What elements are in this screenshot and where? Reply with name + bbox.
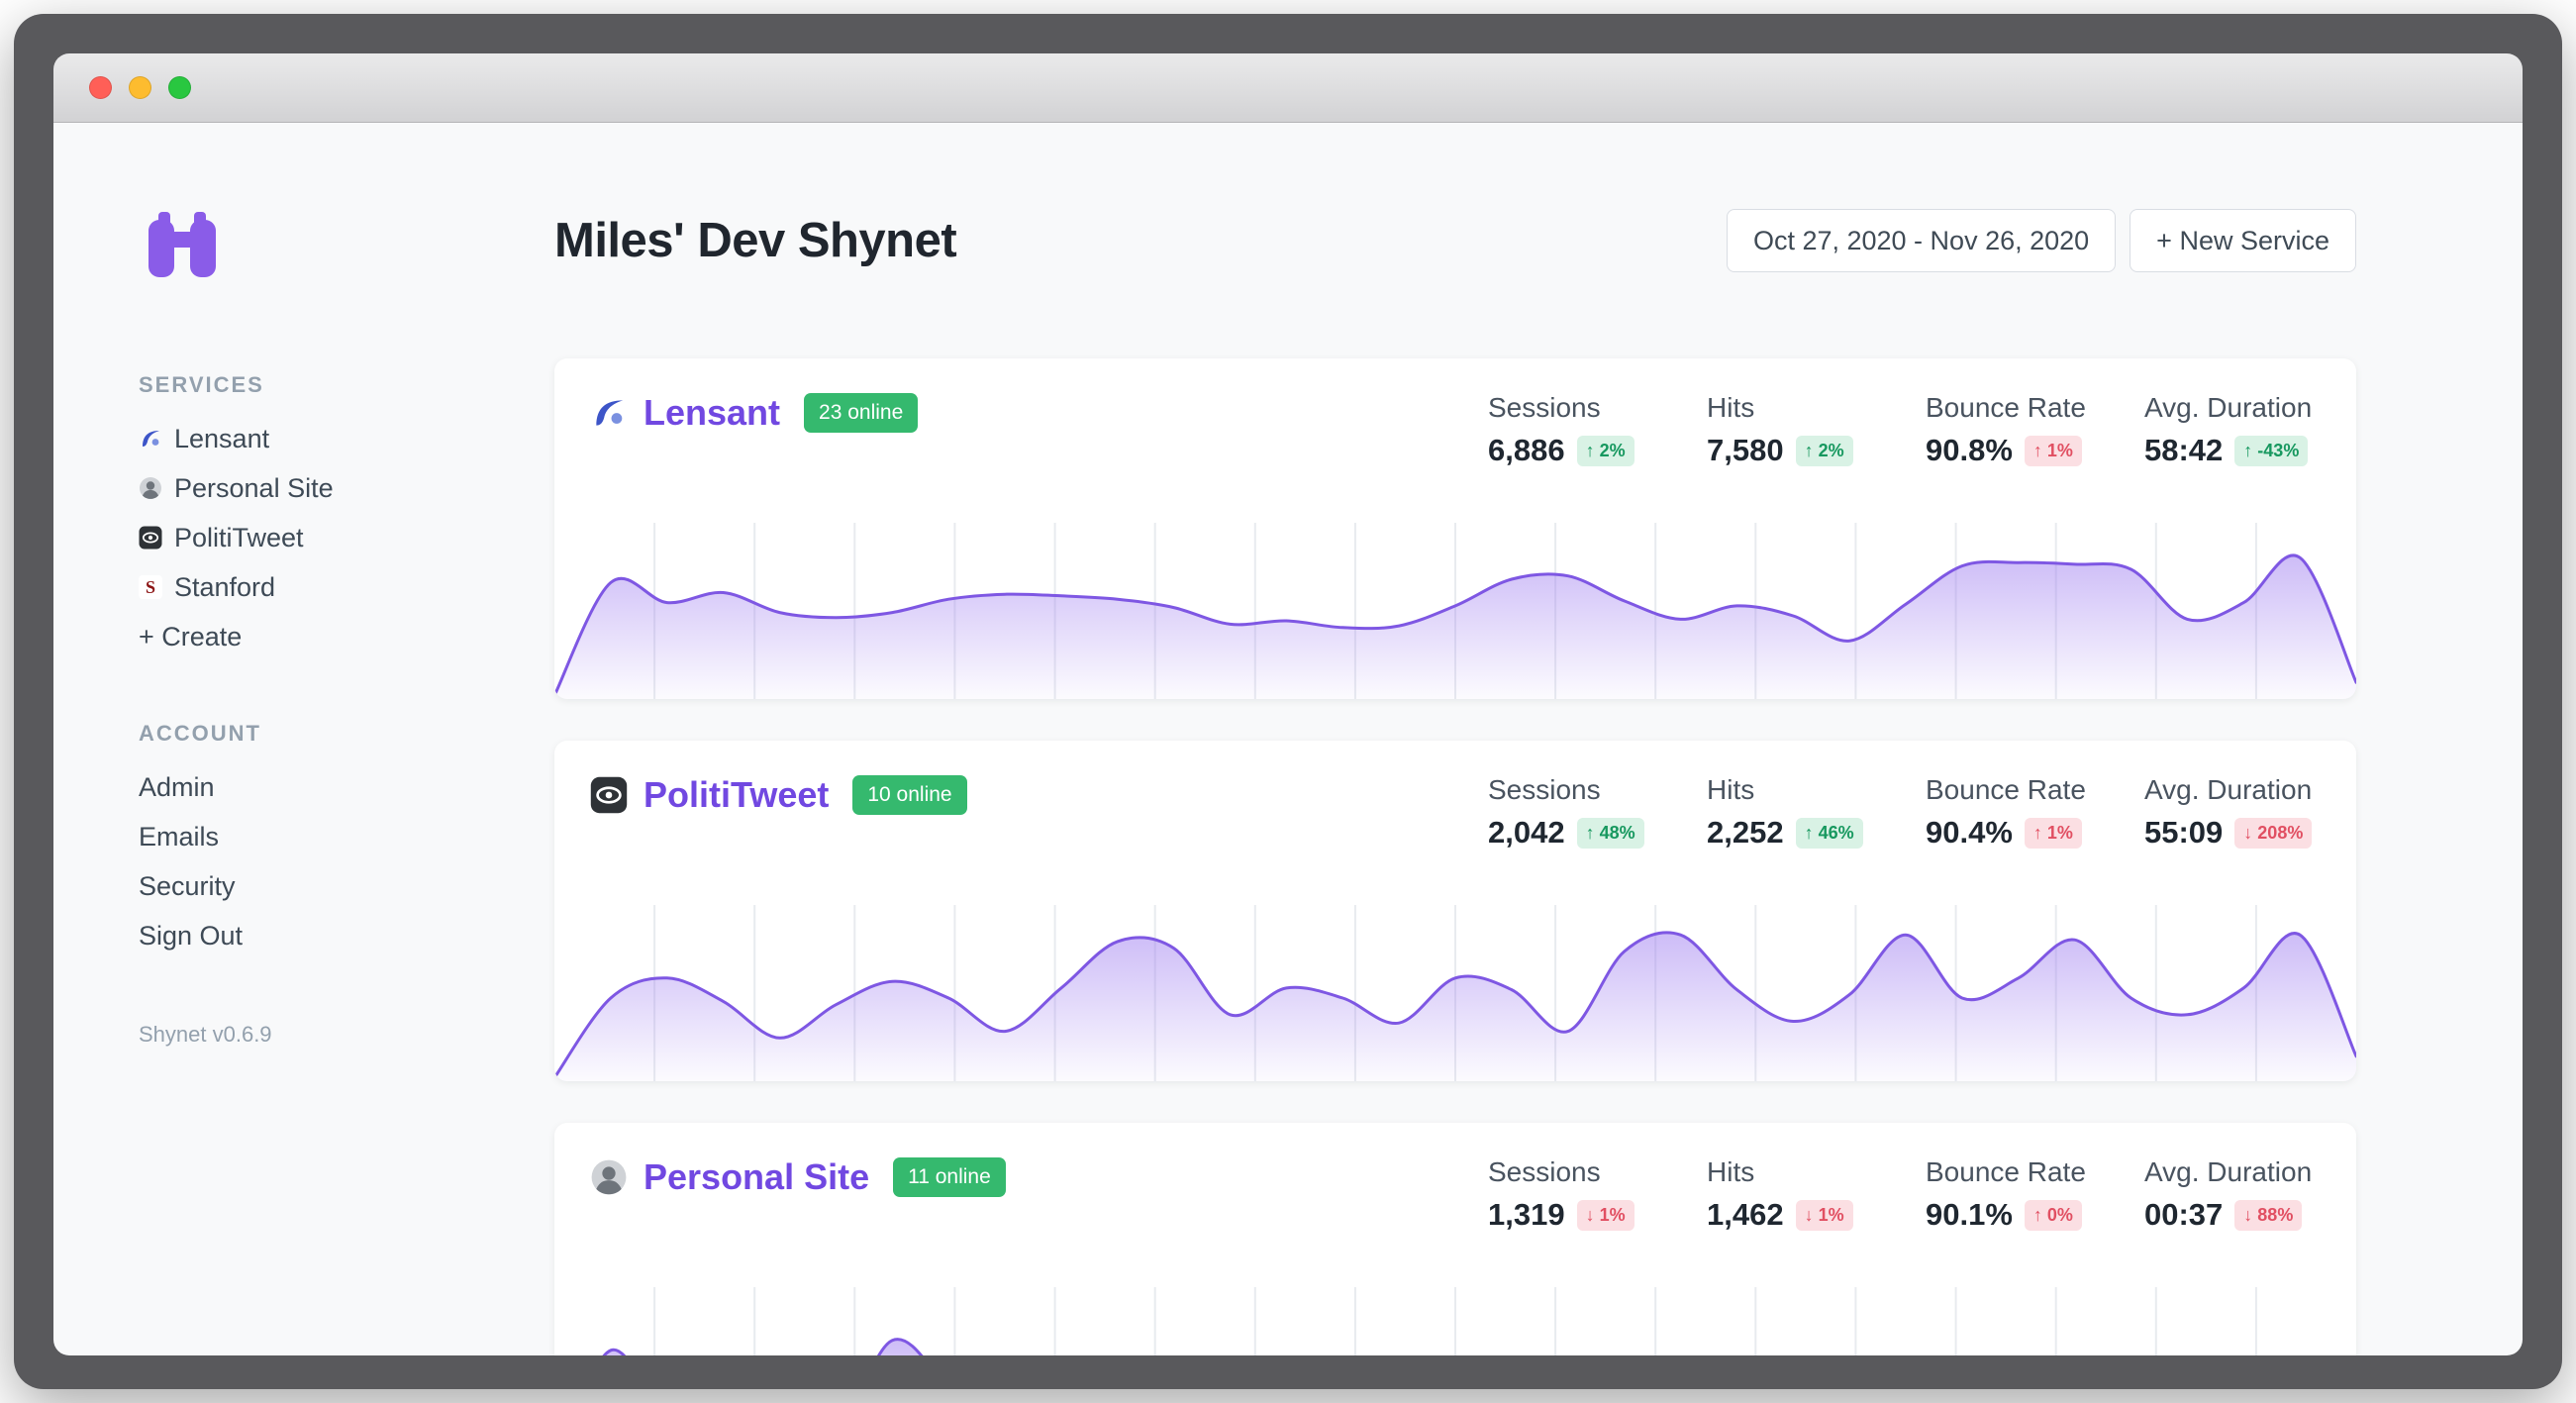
sidebar: SERVICES Lensant [139, 210, 446, 1048]
stat-value: 90.4% [1926, 815, 2013, 850]
lensant-icon [139, 427, 162, 451]
titlebar [53, 53, 2523, 123]
avatar-icon [590, 1158, 628, 1196]
stat-delta-pill: ↑ 0% [2024, 1199, 2082, 1231]
service-name-link[interactable]: Personal Site [644, 1156, 870, 1197]
svg-text:S: S [146, 577, 155, 597]
sidebar-item-lensant[interactable]: Lensant [139, 414, 446, 463]
stat-value: 2,252 [1707, 815, 1784, 850]
personal-site-traffic-chart [554, 1287, 2356, 1355]
app-version: Shynet v0.6.9 [139, 1022, 272, 1047]
stat-value: 1,462 [1707, 1197, 1784, 1232]
stanford-s-icon: S [139, 575, 162, 599]
minimize-button[interactable] [129, 76, 151, 99]
sidebar-item-label: Lensant [174, 423, 270, 453]
lensant-traffic-chart [554, 523, 2356, 699]
app-content: SERVICES Lensant [53, 123, 2523, 1355]
stat-value: 1,319 [1488, 1197, 1565, 1232]
eye-icon [590, 776, 628, 814]
main-area: Miles' Dev Shynet Oct 27, 2020 - Nov 26,… [554, 123, 2356, 1355]
sidebar-item-admin[interactable]: Admin [139, 771, 215, 802]
stat-delta-pill: ↓ 88% [2234, 1199, 2303, 1231]
stat-value: 2,042 [1488, 815, 1565, 850]
close-button[interactable] [89, 76, 112, 99]
avatar-icon [139, 476, 162, 500]
stat-delta-pill: ↑ 1% [2024, 435, 2082, 466]
stat-sessions: Sessions 2,042 ↑ 48% [1488, 774, 1707, 851]
binoculars-logo-icon [149, 212, 216, 277]
lensant-icon [590, 394, 628, 432]
stat-delta-pill: ↑ -43% [2234, 435, 2309, 466]
sidebar-item-sign-out[interactable]: Sign Out [139, 920, 244, 951]
stat-delta-pill: ↑ 1% [2024, 817, 2082, 849]
stat-value: 00:37 [2144, 1197, 2224, 1232]
stat-value: 6,886 [1488, 433, 1565, 467]
stat-bounce-rate: Bounce Rate 90.4% ↑ 1% [1926, 774, 2086, 850]
stat-value: 90.8% [1926, 433, 2013, 467]
stat-bounce-rate: Bounce Rate 90.1% ↑ 0% [1926, 1156, 2086, 1232]
sidebar-section-services: SERVICES Lensant [139, 372, 446, 661]
page-header: Miles' Dev Shynet Oct 27, 2020 - Nov 26,… [554, 208, 2356, 273]
traffic-lights [89, 53, 191, 122]
new-service-button[interactable]: + New Service [2130, 209, 2356, 272]
stat-value: 55:09 [2144, 815, 2224, 850]
stat-hits: Hits 1,462 ↓ 1% [1707, 1156, 1926, 1233]
sidebar-item-create[interactable]: + Create [139, 612, 446, 661]
stat-avg-duration: Avg. Duration 00:37 ↓ 88% [2144, 1156, 2313, 1232]
stat-delta-pill: ↑ 46% [1795, 817, 1863, 849]
sidebar-item-emails[interactable]: Emails [139, 821, 220, 852]
stat-hits: Hits 2,252 ↑ 46% [1707, 774, 1926, 851]
sidebar-item-polititweet[interactable]: PolitiTweet [139, 513, 446, 562]
polititweet-traffic-chart [554, 905, 2356, 1081]
stat-value: 90.1% [1926, 1197, 2013, 1232]
window-frame: SERVICES Lensant [14, 14, 2562, 1389]
service-name-link[interactable]: Lensant [644, 392, 781, 433]
online-badge: 11 online [893, 1157, 1006, 1197]
stat-sessions: Sessions 1,319 ↓ 1% [1488, 1156, 1707, 1233]
eye-icon [139, 526, 162, 550]
service-card-polititweet: PolitiTweet 10 online Sessions 2,042 ↑ 4… [554, 741, 2356, 1081]
service-name-link[interactable]: PolitiTweet [644, 774, 830, 815]
sidebar-section-account: ACCOUNT Admin Emails Security Sign Out [139, 721, 446, 960]
stat-value: 7,580 [1707, 433, 1784, 467]
sidebar-item-stanford[interactable]: S Stanford [139, 562, 446, 612]
stat-value: 58:42 [2144, 433, 2224, 467]
sidebar-item-label: Stanford [174, 571, 276, 602]
date-range-button[interactable]: Oct 27, 2020 - Nov 26, 2020 [1726, 209, 2117, 272]
service-card-personal-site: Personal Site 11 online Sessions 1,319 ↓… [554, 1123, 2356, 1355]
section-label: ACCOUNT [139, 721, 261, 746]
page-title: Miles' Dev Shynet [554, 214, 957, 267]
online-badge: 10 online [852, 775, 967, 815]
stat-delta-pill: ↓ 208% [2234, 817, 2313, 849]
stat-delta-pill: ↓ 1% [1576, 1199, 1635, 1231]
sidebar-item-label: + Create [139, 621, 243, 651]
stat-bounce-rate: Bounce Rate 90.8% ↑ 1% [1926, 392, 2086, 467]
online-badge: 23 online [804, 393, 919, 433]
sidebar-item-label: PolitiTweet [174, 522, 304, 552]
stat-delta-pill: ↓ 1% [1795, 1199, 1853, 1231]
stat-avg-duration: Avg. Duration 55:09 ↓ 208% [2144, 774, 2313, 850]
sidebar-item-label: Personal Site [174, 472, 334, 503]
stat-delta-pill: ↑ 48% [1576, 817, 1644, 849]
sidebar-item-security[interactable]: Security [139, 870, 236, 901]
section-label: SERVICES [139, 372, 264, 397]
service-card-lensant: Lensant 23 online Sessions 6,886 ↑ 2% [554, 358, 2356, 699]
zoom-button[interactable] [168, 76, 191, 99]
stat-delta-pill: ↑ 2% [1795, 435, 1853, 466]
stat-avg-duration: Avg. Duration 58:42 ↑ -43% [2144, 392, 2313, 467]
stat-hits: Hits 7,580 ↑ 2% [1707, 392, 1926, 468]
stat-delta-pill: ↑ 2% [1576, 435, 1635, 466]
service-cards: Lensant 23 online Sessions 6,886 ↑ 2% [554, 358, 2356, 1355]
sidebar-item-personal-site[interactable]: Personal Site [139, 463, 446, 513]
stat-sessions: Sessions 6,886 ↑ 2% [1488, 392, 1707, 468]
